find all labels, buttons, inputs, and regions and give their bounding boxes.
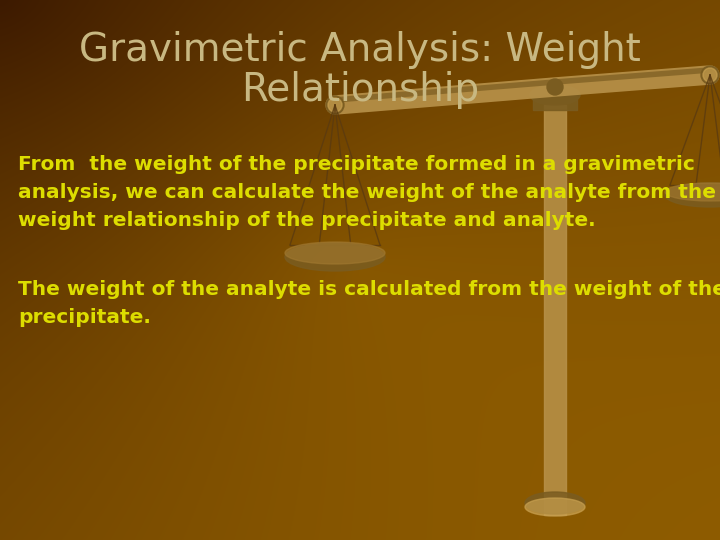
Circle shape — [547, 79, 563, 95]
Text: Gravimetric Analysis: Weight: Gravimetric Analysis: Weight — [79, 31, 641, 69]
Text: From  the weight of the precipitate formed in a gravimetric
analysis, we can cal: From the weight of the precipitate forme… — [18, 155, 716, 230]
Text: The weight of the analyte is calculated from the weight of the
precipitate.: The weight of the analyte is calculated … — [18, 280, 720, 327]
Text: Relationship: Relationship — [241, 71, 479, 109]
Ellipse shape — [525, 498, 585, 516]
Ellipse shape — [665, 183, 720, 207]
Ellipse shape — [665, 183, 720, 201]
Ellipse shape — [525, 492, 585, 514]
Ellipse shape — [703, 68, 717, 82]
Ellipse shape — [285, 242, 385, 264]
Ellipse shape — [326, 96, 344, 114]
Bar — [533, 92, 577, 110]
Ellipse shape — [285, 243, 385, 271]
Ellipse shape — [701, 66, 719, 84]
Ellipse shape — [530, 85, 580, 105]
Ellipse shape — [328, 98, 342, 112]
Bar — [544, 105, 566, 515]
